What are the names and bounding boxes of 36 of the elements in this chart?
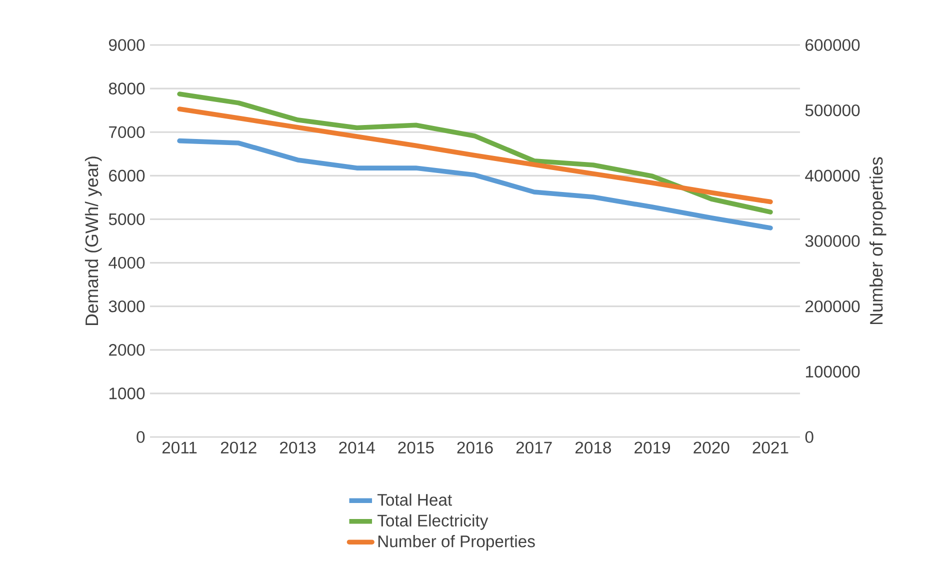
y-tick-label: 7000 [109,126,145,138]
legend-label: Number of Properties [378,535,535,551]
y-tick-label: 4000 [108,256,145,269]
x-tick-label: 2021 [752,442,788,454]
y2-tick-label: 600000 [806,39,860,51]
y2-tick-label: 400000 [805,170,860,182]
line-series [177,138,773,230]
x-tick-label: 2019 [634,442,670,454]
y2-tick-label: 200000 [806,300,860,312]
line-series [177,92,773,214]
x-tick-label: 2015 [398,442,434,454]
x-tick-label: 2012 [220,442,256,454]
line-series [177,106,773,204]
y-tick-label: 3000 [108,300,145,312]
y-tick-label: 1000 [109,388,145,400]
y2-tick-label: 300000 [805,235,860,247]
x-tick-label: 2016 [457,442,493,454]
x-tick-label: 2017 [516,442,552,454]
y-tick-label: 9000 [108,39,145,51]
legend-label: Total Heat [377,494,452,506]
y-tick-label: 2000 [109,344,145,356]
y-tick-label: 6000 [109,170,145,182]
legend-label: Total Electricity [377,514,488,530]
y2-tick-label: 0 [805,431,814,443]
x-tick-label: 2020 [694,442,730,454]
y2-axis-title: Number of properties [869,157,886,324]
y-tick-label: 8000 [108,82,145,94]
y2-tick-label: 100000 [806,366,860,378]
y2-tick-label: 500000 [805,104,860,116]
y-axis-title: Demand (GWh/ year) [84,156,102,326]
y-tick-label: 0 [136,431,145,443]
y-tick-label: 5000 [108,213,145,226]
x-tick-label: 2013 [280,442,316,454]
x-tick-label: 2018 [575,442,611,454]
x-tick-label: 2011 [162,442,197,454]
x-tick-label: 2014 [339,442,375,454]
